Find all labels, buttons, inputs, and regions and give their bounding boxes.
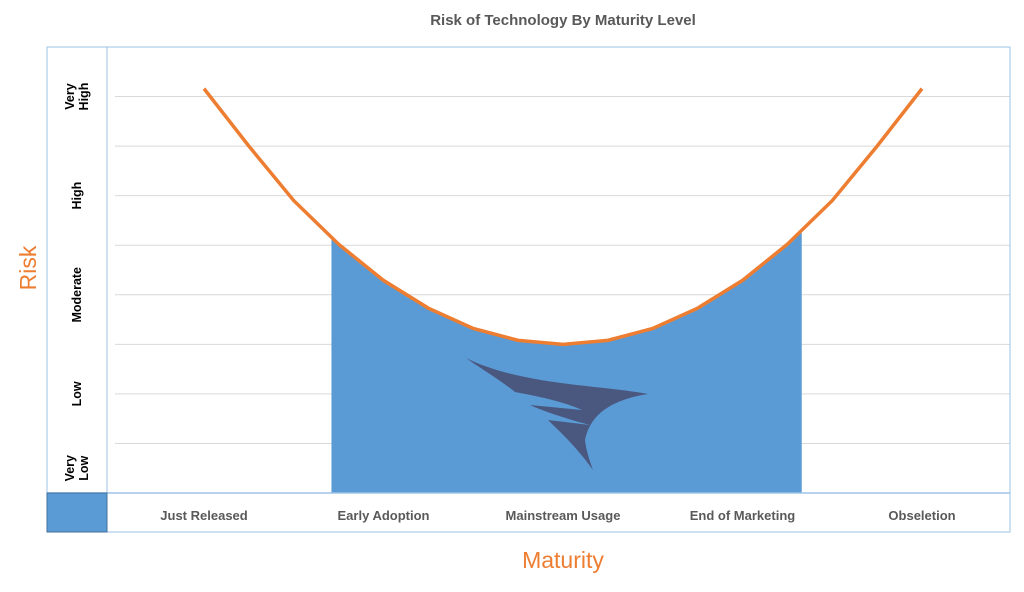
y-level-label: High [70, 182, 84, 210]
legend-swatch [46, 492, 108, 533]
chart-title: Risk of Technology By Maturity Level [430, 12, 696, 29]
y-level-label-line: Moderate [70, 267, 84, 323]
chart-border [46, 46, 1011, 533]
x-tick-label: Obseletion [888, 508, 955, 523]
y-level-label-line: Very [63, 455, 77, 481]
y-level-label: VeryHigh [63, 83, 91, 111]
logo-mark-icon [466, 358, 648, 470]
x-tick-labels: Just Released Early Adoption Mainstream Us… [160, 508, 955, 523]
y-level-label: Moderate [70, 267, 84, 323]
x-tick-label: Just Released [160, 508, 247, 523]
y-axis-label: Risk [15, 245, 41, 290]
y-level-label: Low [70, 381, 84, 406]
x-axis-label: Maturity [522, 547, 604, 573]
y-level-label: VeryLow [63, 455, 91, 481]
axis-frame [46, 46, 1011, 533]
x-tick-label: Early Adoption [338, 508, 430, 523]
y-level-label-line: High [70, 182, 84, 210]
y-level-label-line: Low [70, 381, 84, 406]
x-tick-label: Mainstream Usage [506, 508, 621, 523]
shaded-area [331, 230, 802, 494]
y-level-label-line: Very [63, 83, 77, 109]
x-tick-label: End of Marketing [690, 508, 796, 523]
y-level-label-line: High [77, 83, 91, 111]
risk-curve [202, 87, 924, 347]
y-level-label-line: Low [77, 455, 91, 480]
